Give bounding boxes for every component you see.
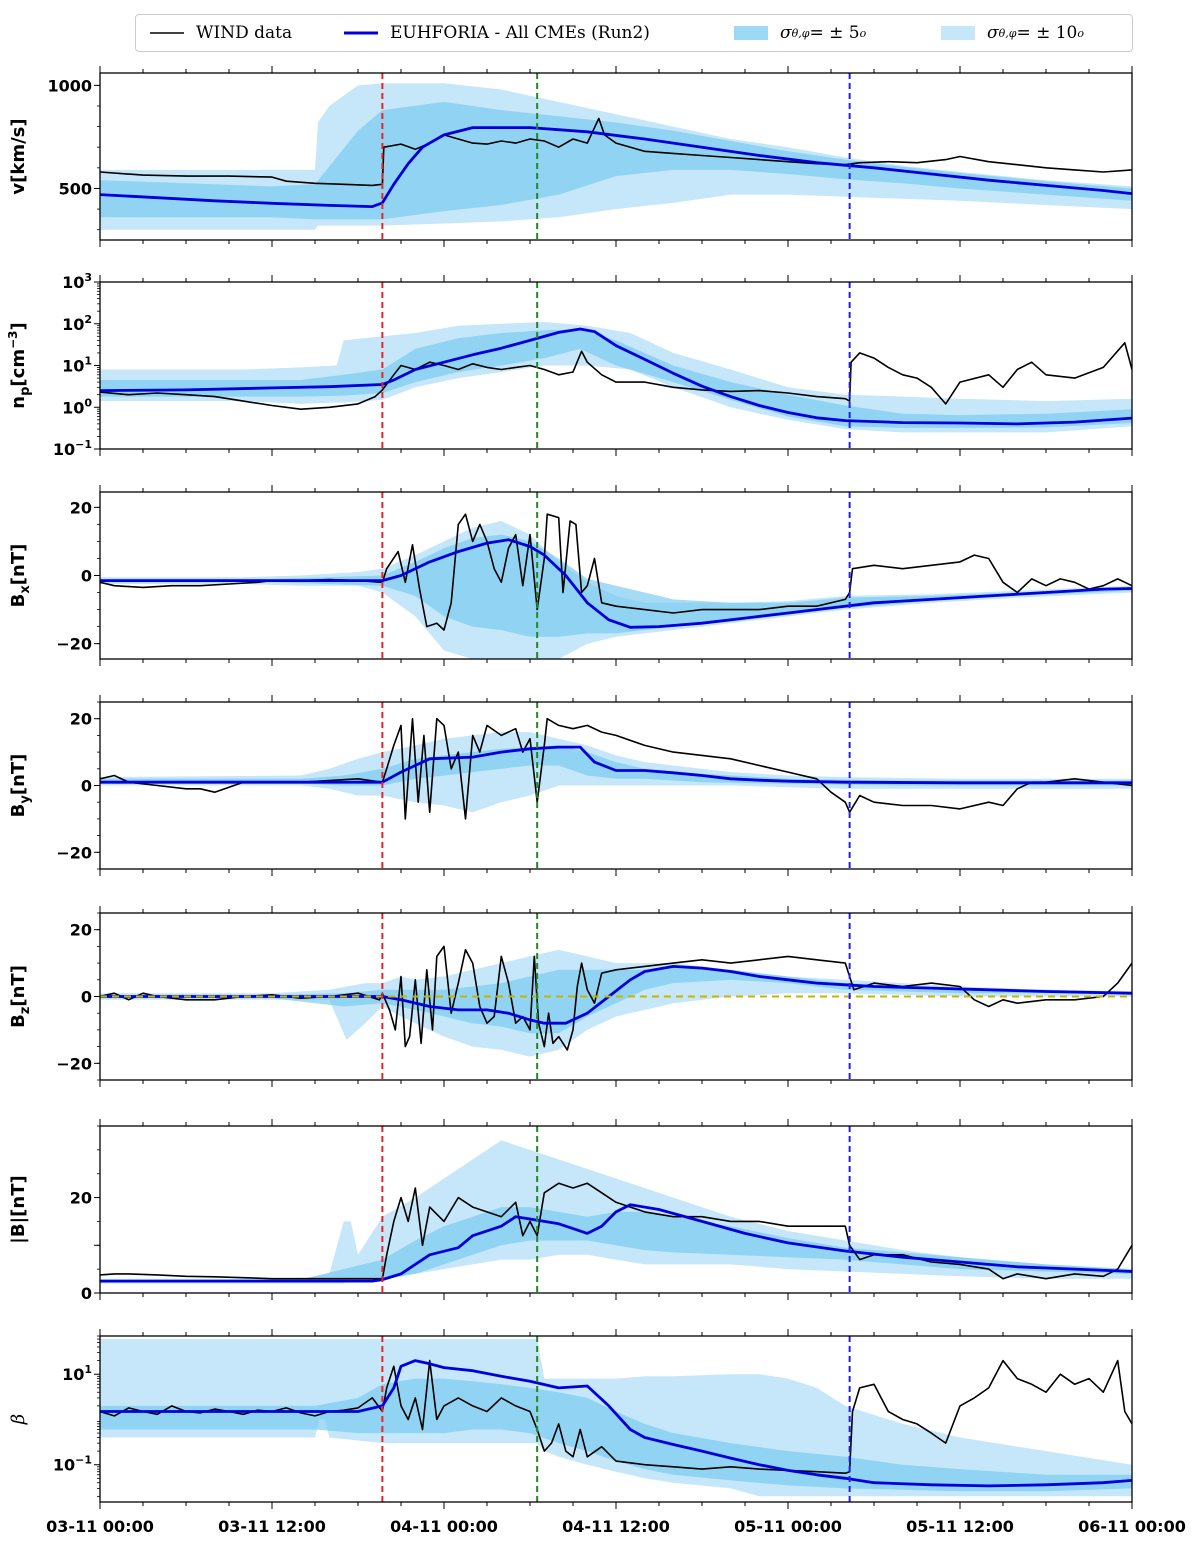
y-tick-label: 10−1 bbox=[53, 1454, 92, 1475]
y-tick-label: 102 bbox=[62, 313, 92, 334]
y-axis-label: By[nT] bbox=[8, 754, 33, 818]
y-tick-label: 0 bbox=[81, 567, 92, 586]
legend-sub-5: θ,φ bbox=[791, 26, 810, 40]
y-tick-label: 0 bbox=[81, 988, 92, 1007]
x-tick-label: 04-11 00:00 bbox=[390, 1517, 498, 1536]
y-tick-label: 10−1 bbox=[53, 438, 92, 459]
legend-sigma-10: σ bbox=[987, 23, 999, 43]
x-tick-label: 04-11 12:00 bbox=[562, 1517, 670, 1536]
wind-data-line bbox=[100, 717, 1132, 820]
y-axis-label: np[cm−3] bbox=[6, 322, 33, 408]
legend-swatch-band5 bbox=[734, 26, 768, 40]
legend-label-euhforia: EUHFORIA - All CMEs (Run2) bbox=[390, 23, 650, 43]
y-tick-label: 1000 bbox=[47, 76, 92, 95]
plot-area bbox=[100, 492, 1132, 659]
legend-deg-10: o bbox=[1077, 26, 1084, 40]
euhforia-line bbox=[100, 126, 1132, 208]
legend-value-5: = ± 5 bbox=[809, 23, 860, 43]
wind-data-line bbox=[100, 1182, 1132, 1280]
y-axis-label: Bx[nT] bbox=[8, 544, 33, 608]
y-tick-label: 20 bbox=[70, 1189, 92, 1208]
x-tick-label: 03-11 00:00 bbox=[46, 1517, 154, 1536]
plot-area bbox=[100, 73, 1132, 240]
band-5deg bbox=[100, 329, 1132, 428]
y-axis-label: |B|[nT] bbox=[8, 1175, 29, 1243]
y-tick-label: 0 bbox=[81, 777, 92, 796]
legend-deg-5: o bbox=[859, 26, 867, 40]
panel-3: −20 0 20 Bx[nT] bbox=[8, 485, 1133, 666]
legend-item-wind: WIND data bbox=[150, 15, 292, 51]
euhforia-line bbox=[100, 1203, 1132, 1283]
plot-area bbox=[100, 1126, 1132, 1293]
panel-7: 10−1 101 β 03-11 00:00 03-11 12:00 04-11 00:0… bbox=[8, 1329, 1186, 1536]
plot-area bbox=[100, 1336, 1132, 1502]
y-tick-label: 103 bbox=[62, 271, 92, 292]
panel-6: 0 20 |B|[nT] bbox=[8, 1119, 1133, 1303]
legend-sigma-5: σ bbox=[780, 23, 792, 43]
y-axis-label: v[km/s] bbox=[8, 118, 29, 194]
legend-item-euhforia: EUHFORIA - All CMEs (Run2) bbox=[344, 15, 650, 51]
euhforia-line bbox=[100, 745, 1132, 785]
wind-data-line bbox=[100, 342, 1132, 410]
y-tick-label: 100 bbox=[62, 396, 92, 417]
euhforia-line bbox=[100, 538, 1132, 629]
euhforia-line bbox=[100, 327, 1132, 426]
y-tick-label: 101 bbox=[62, 1363, 92, 1384]
band-5deg bbox=[100, 1378, 1132, 1492]
legend: WIND data EUHFORIA - All CMEs (Run2) σ θ,… bbox=[135, 14, 1133, 52]
wind-data-line bbox=[100, 513, 1132, 631]
plot-area bbox=[100, 702, 1132, 869]
y-axis-label: β bbox=[8, 1414, 29, 1425]
x-tick-label: 05-11 12:00 bbox=[906, 1517, 1014, 1536]
y-tick-label: 0 bbox=[81, 1284, 92, 1303]
y-tick-label: −20 bbox=[56, 635, 92, 654]
y-tick-label: 20 bbox=[70, 921, 92, 940]
band-5deg bbox=[100, 966, 1132, 1034]
band-10deg bbox=[100, 322, 1132, 433]
legend-sub-10: θ,φ bbox=[998, 26, 1017, 40]
wind-data-line bbox=[100, 117, 1132, 187]
legend-swatch-band10 bbox=[941, 26, 975, 40]
legend-value-10: = ± 10 bbox=[1016, 23, 1078, 43]
band-5deg bbox=[100, 101, 1132, 220]
x-tick-label: 06-11 00:00 bbox=[1078, 1517, 1186, 1536]
y-tick-label: −20 bbox=[56, 1054, 92, 1073]
euhforia-line bbox=[100, 1359, 1132, 1488]
band-5deg bbox=[100, 745, 1132, 786]
plot-area bbox=[100, 282, 1132, 449]
y-axis-label: Bz[nT] bbox=[8, 965, 33, 1028]
band-5deg bbox=[100, 534, 1132, 637]
y-tick-label: −20 bbox=[56, 843, 92, 862]
wind-data-line bbox=[100, 1359, 1132, 1474]
band-5deg bbox=[100, 1207, 1132, 1283]
x-tick-label: 03-11 12:00 bbox=[218, 1517, 326, 1536]
y-tick-label: 20 bbox=[70, 498, 92, 517]
wind-data-line bbox=[100, 945, 1132, 1051]
legend-item-band10: σ θ,φ = ± 10 o bbox=[941, 15, 1084, 51]
plot-area bbox=[100, 913, 1132, 1080]
legend-swatch-euhforia bbox=[344, 31, 378, 35]
euhforia-line bbox=[100, 965, 1132, 1025]
panel-4: −20 0 20 By[nT] bbox=[8, 695, 1133, 876]
panel-5: −20 0 20 Bz[nT] bbox=[8, 906, 1133, 1087]
panel-2: 10−1 100 101 102 103 np[cm−3] bbox=[6, 271, 1133, 459]
panel-1: 500 1000 v[km/s] bbox=[8, 66, 1133, 247]
legend-label-wind: WIND data bbox=[196, 23, 293, 43]
y-tick-label: 101 bbox=[62, 355, 92, 376]
y-tick-label: 500 bbox=[59, 179, 92, 198]
x-tick-label: 05-11 00:00 bbox=[734, 1517, 842, 1536]
legend-swatch-wind bbox=[150, 32, 184, 34]
y-tick-label: 20 bbox=[70, 710, 92, 729]
